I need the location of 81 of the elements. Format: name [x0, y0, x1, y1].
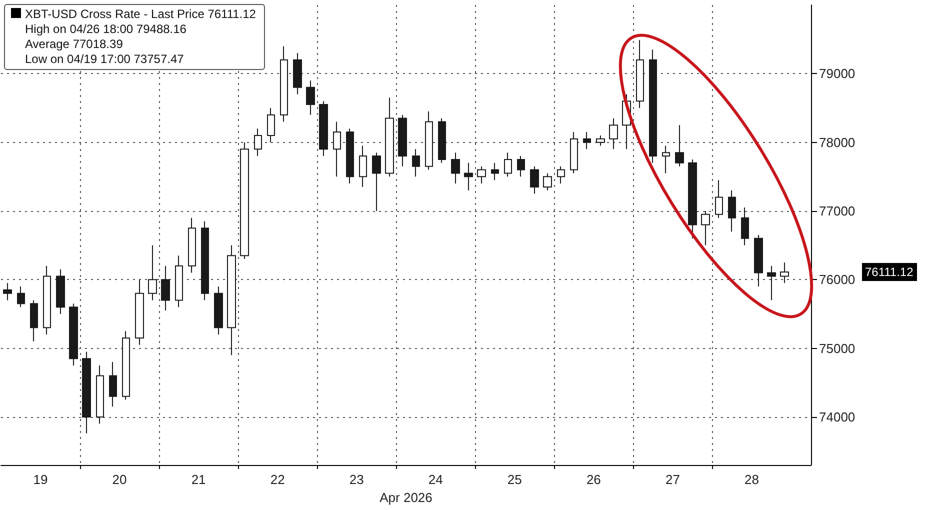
candlestick [504, 152, 512, 178]
candlestick [741, 207, 749, 246]
candlestick [728, 190, 736, 232]
candlestick [464, 162, 473, 191]
candlestick [491, 162, 499, 181]
x-tick-label: 26 [586, 472, 601, 487]
candlestick [372, 152, 381, 212]
candlestick [754, 234, 763, 287]
candlestick [122, 330, 130, 400]
x-tick-label: 27 [665, 472, 680, 487]
candlestick [96, 364, 104, 424]
annotation: Average 77018.39 [24, 37, 124, 52]
annotation: High on 04/26 18:00 79488.16 [24, 22, 188, 37]
candlestick [293, 52, 302, 95]
y-tick-label: 76000 [819, 272, 856, 288]
candlestick [451, 152, 460, 184]
candlestick [780, 262, 789, 284]
candlestick [477, 166, 486, 184]
x-tick-label: 24 [428, 472, 443, 487]
annotation: XBT-USD Cross Rate - Last Price 76111.12 [24, 7, 256, 22]
y-tick-label: 74000 [819, 409, 856, 424]
candlestick [438, 118, 446, 164]
y-tick-label: 75000 [819, 340, 856, 356]
candlestick [425, 110, 433, 170]
candlestick [306, 80, 315, 116]
candlestick [649, 49, 657, 164]
candlestick [583, 132, 591, 150]
candlestick [662, 145, 670, 174]
candlestick [69, 303, 78, 366]
x-tick-label: 28 [744, 472, 759, 487]
candlestick [30, 300, 38, 342]
candlestick [161, 265, 170, 312]
candlestick [56, 268, 65, 314]
candlestick [82, 351, 91, 434]
candlestick [109, 362, 117, 408]
candlestick [688, 158, 697, 239]
candlestick [267, 107, 275, 143]
candlestick [3, 282, 12, 301]
y-tick-label: 77000 [819, 203, 856, 218]
candlestick [135, 279, 144, 346]
candlestick [175, 255, 183, 308]
x-tick-label: 20 [112, 472, 127, 487]
candlestick [17, 286, 25, 308]
candlestick [398, 114, 407, 167]
candlestick [636, 40, 644, 108]
candlestick [240, 142, 249, 260]
candlestick [201, 220, 209, 301]
candlestick [148, 244, 157, 301]
candlestick [412, 148, 420, 178]
candlestick [715, 180, 723, 218]
candlestick [570, 132, 578, 174]
candlestick [609, 118, 618, 150]
x-tick-label: 19 [33, 472, 48, 487]
price-tag: 76111.12 [862, 262, 918, 281]
x-axis-title: Apr 2026 [380, 490, 432, 505]
candlestick [214, 286, 223, 336]
candlestick [280, 46, 288, 122]
candlestick [530, 166, 539, 194]
y-tick-label: 79000 [819, 66, 856, 82]
candlestick [596, 134, 605, 146]
x-tick-label: 25 [507, 472, 522, 487]
candlestick [517, 156, 525, 178]
annotation: Low on 04/19 17:00 73757.47 [24, 52, 185, 67]
candlestick [385, 97, 394, 178]
x-tick-label: 22 [270, 472, 285, 487]
x-tick-label: 23 [349, 472, 364, 487]
candlestick [701, 210, 710, 246]
candlestick [227, 244, 236, 356]
candlestick [359, 145, 367, 188]
y-tick-label: 78000 [819, 134, 856, 150]
candlestick [543, 172, 552, 191]
x-tick-label: 21 [191, 472, 206, 487]
candlestick [43, 265, 51, 336]
candlestick [346, 128, 354, 184]
candlestick [557, 166, 565, 184]
candlestick [254, 128, 262, 157]
candlestick [767, 265, 776, 301]
candlestick [319, 100, 328, 157]
candlestick [675, 124, 684, 167]
candlestick [333, 121, 341, 178]
candlestick [188, 217, 196, 274]
